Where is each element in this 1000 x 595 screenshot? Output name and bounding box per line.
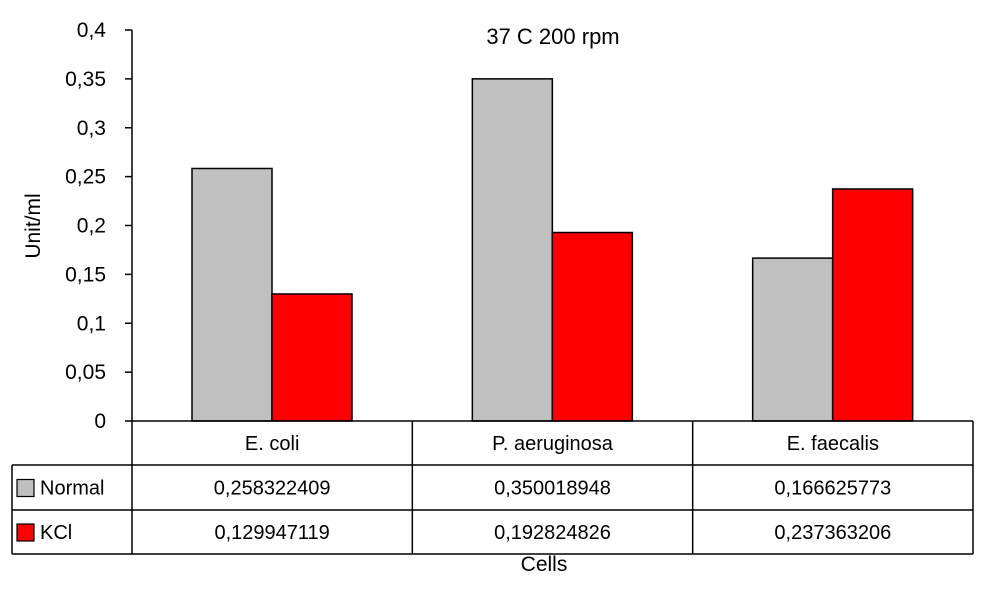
table-value-normal: 0,350018948 (494, 478, 611, 500)
table-value-kcl: 0,192824826 (494, 522, 611, 544)
y-tick-label: 0,4 (77, 19, 107, 42)
x-category-label: P. aeruginosa (492, 433, 614, 455)
bars (191, 78, 914, 422)
x-category-label: E. faecalis (787, 433, 879, 455)
data-table: E. coli P. aeruginosa E. faecalis Normal 0,2… (11, 420, 974, 555)
table-value-kcl: 0,237363206 (774, 522, 891, 544)
bar-kcl-3 (831, 188, 914, 422)
bar-normal-1 (191, 167, 273, 422)
bar-normal-2 (471, 78, 554, 422)
bar-normal-3 (751, 257, 834, 422)
x-category-label: E. coli (245, 433, 299, 455)
x-axis-title: Cells (521, 553, 568, 576)
chart-title: 37 C 200 rpm (486, 24, 619, 49)
table-value-normal: 0,258322409 (214, 478, 331, 500)
y-tick-label: 0,2 (77, 215, 106, 238)
y-tick-label: 0,1 (77, 312, 106, 335)
legend-swatch-kcl (16, 523, 35, 542)
y-axis-title: Unit/ml (22, 193, 45, 258)
y-tick-label: 0,3 (77, 117, 106, 140)
y-axis: 0 0,05 0,1 0,15 0,2 0,25 0,3 0,35 0,4 (65, 19, 133, 433)
bar-kcl-2 (551, 231, 634, 422)
legend-swatch-normal (16, 478, 35, 498)
table-value-normal: 0,166625773 (774, 478, 891, 500)
table-value-kcl: 0,129947119 (215, 522, 330, 544)
bar-kcl-1 (271, 293, 353, 422)
y-tick-label: 0,05 (65, 361, 106, 384)
legend-label-kcl: KCl (40, 522, 72, 544)
y-tick-label: 0,25 (65, 166, 106, 189)
y-tick-label: 0,35 (65, 68, 106, 91)
y-tick-label: 0 (94, 410, 106, 433)
legend-label-normal: Normal (40, 478, 104, 500)
y-tick-label: 0,15 (65, 263, 106, 286)
